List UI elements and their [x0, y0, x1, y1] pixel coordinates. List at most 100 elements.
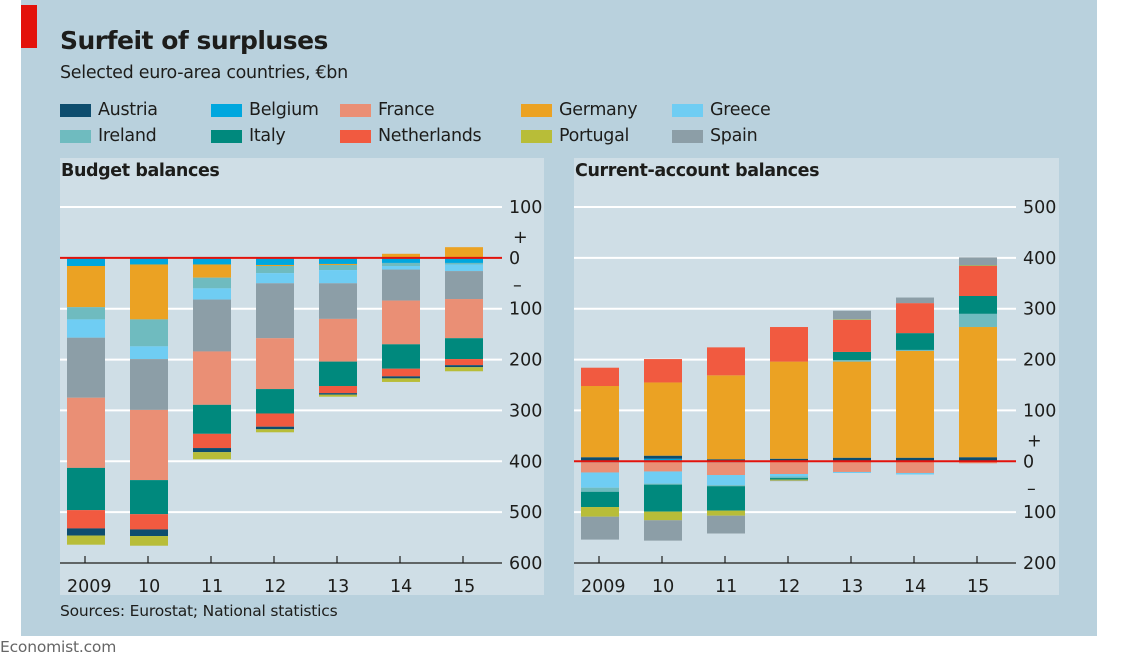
current-account-bar-netherlands-12 [770, 327, 808, 362]
budget-bar-france-2009 [67, 397, 105, 468]
current-account-bar-italy-13 [833, 351, 871, 361]
budget-balances-title: Budget balances [61, 161, 220, 181]
budget-bar-spain-12 [256, 283, 294, 339]
current-account-xtick-label: 2009 [581, 577, 626, 595]
budget-bar-spain-10 [130, 359, 168, 410]
current-account-bar-greece-2009 [581, 472, 619, 488]
budget-bar-belgium-10 [130, 257, 168, 265]
current-account-bar-greece-11 [707, 475, 745, 486]
current-account-bar-ireland-13 [833, 360, 871, 362]
current-account-bar-ireland-2009 [581, 487, 619, 492]
accent-bar [21, 5, 37, 48]
budget-bar-austria-2009 [67, 528, 105, 536]
current-account-bar-france-13 [833, 461, 871, 472]
current-account-bar-netherlands-10 [644, 359, 682, 383]
current-account-bar-greece-12 [770, 474, 808, 477]
legend-swatch [521, 129, 552, 143]
budget-bar-france-11 [193, 351, 231, 405]
legend-swatch [340, 103, 371, 117]
current-account-bar-spain-2009 [581, 516, 619, 540]
budget-ytick-label: 0 [509, 249, 520, 269]
current-account-bar-spain-14 [896, 297, 934, 304]
current-account-bar-spain-13 [833, 310, 871, 320]
budget-bar-portugal-2009 [67, 535, 105, 545]
legend-label: Austria [98, 100, 158, 120]
current-account-title: Current-account balances [575, 161, 820, 181]
budget-bar-ireland-13 [319, 264, 357, 271]
budget-bar-ireland-14 [382, 262, 420, 266]
budget-bar-france-13 [319, 318, 357, 362]
credit: Economist.com [0, 638, 117, 656]
legend: Austria Belgium France Germany Greece Ireland… [60, 98, 840, 150]
current-account-xtick-label: 14 [904, 577, 926, 595]
current-account-xtick-label: 10 [652, 577, 674, 595]
legend-item-france: France [340, 98, 435, 122]
current-account-ytick-label: 100 [1023, 401, 1056, 421]
legend-item-germany: Germany [521, 98, 638, 122]
current-account-bar-italy-11 [707, 486, 745, 511]
budget-bar-italy-13 [319, 361, 357, 387]
budget-plus-sign: + [513, 228, 528, 248]
current-account-bar-france-14 [896, 461, 934, 473]
budget-bar-belgium-2009 [67, 257, 105, 266]
current-account-bar-austria-11 [707, 459, 745, 462]
budget-balances-chart: 100 0 100 200 300 400 500 600 + – 2009 10 11 12 13 14 15 [60, 198, 542, 595]
current-account-plus-sign: + [1027, 431, 1042, 451]
current-account-bar-netherlands-13 [833, 319, 871, 352]
current-account-bar-italy-12 [770, 478, 808, 480]
current-account-bar-france-10 [644, 461, 682, 472]
current-account-bar-austria-2009 [581, 457, 619, 462]
legend-swatch [340, 129, 371, 143]
current-account-bar-germany-10 [644, 382, 682, 456]
current-account-bar-greece-14 [896, 472, 934, 475]
current-account-bar-germany-14 [896, 350, 934, 458]
legend-swatch [211, 129, 242, 143]
legend-swatch [60, 129, 91, 143]
budget-ytick-label: 400 [509, 452, 542, 472]
current-account-bar-portugal-10 [644, 511, 682, 521]
budget-ytick-label: 300 [509, 401, 542, 421]
legend-label: Belgium [249, 100, 319, 120]
budget-xtick-label: 10 [138, 577, 160, 595]
budget-bar-germany-15 [445, 247, 483, 258]
budget-bar-ireland-12 [256, 265, 294, 274]
budget-ytick-label: 100 [509, 300, 542, 320]
current-account-bar-germany-11 [707, 375, 745, 460]
legend-label: Netherlands [378, 126, 482, 146]
budget-bar-portugal-14 [382, 378, 420, 382]
budget-bar-portugal-13 [319, 394, 357, 397]
budget-bar-germany-10 [130, 264, 168, 320]
budget-bar-belgium-14 [382, 257, 420, 263]
budget-bar-belgium-11 [193, 257, 231, 265]
budget-bar-germany-2009 [67, 265, 105, 308]
budget-bar-spain-11 [193, 299, 231, 352]
legend-item-netherlands: Netherlands [340, 124, 482, 148]
legend-label: France [378, 100, 435, 120]
current-account-bar-italy-2009 [581, 491, 619, 508]
current-account-bar-portugal-12 [770, 479, 808, 481]
current-account-bar-austria-14 [896, 457, 934, 462]
legend-swatch [60, 103, 91, 117]
current-account-bar-netherlands-2009 [581, 367, 619, 387]
chart-subtitle: Selected euro-area countries, €bn [60, 63, 348, 83]
current-account-bar-austria-12 [770, 458, 808, 462]
budget-bar-france-12 [256, 338, 294, 390]
current-account-bar-portugal-15 [959, 265, 997, 266]
legend-item-greece: Greece [672, 98, 771, 122]
current-account-bar-france-11 [707, 462, 745, 476]
legend-swatch [521, 103, 552, 117]
budget-bar-ireland-11 [193, 277, 231, 289]
legend-item-portugal: Portugal [521, 124, 629, 148]
budget-bar-greece-14 [382, 265, 420, 270]
budget-bar-austria-13 [319, 393, 357, 395]
budget-bar-belgium-15 [445, 257, 483, 263]
budget-bar-spain-15 [445, 271, 483, 300]
current-account-bar-austria-10 [644, 455, 682, 459]
legend-item-belgium: Belgium [211, 98, 319, 122]
current-account-bar-ireland-10 [644, 483, 682, 485]
budget-bar-austria-11 [193, 448, 231, 453]
current-account-xtick-label: 13 [841, 577, 863, 595]
budget-bar-greece-2009 [67, 319, 105, 338]
current-account-bar-italy-15 [959, 296, 997, 314]
current-account-panel: Current-account balances 500 400 300 200 100… [574, 158, 1059, 595]
